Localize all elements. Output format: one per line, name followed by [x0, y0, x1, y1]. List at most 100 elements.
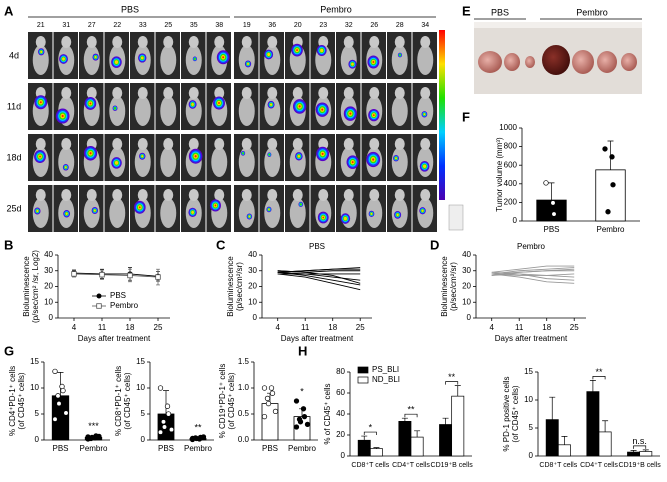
mouse-head — [292, 87, 303, 99]
y-tick-label: 0 — [49, 313, 54, 322]
line — [491, 267, 575, 275]
x-tick-label: CD19⁺B cells — [431, 462, 474, 469]
panel-label: B — [4, 237, 13, 252]
signal — [396, 213, 399, 217]
y-tick-label: 400 — [504, 179, 518, 188]
mouse — [417, 96, 434, 126]
point — [63, 410, 69, 416]
point — [272, 408, 279, 415]
mouse-head — [163, 189, 174, 201]
y-axis-label: (of CD45⁺ cells) — [123, 372, 132, 429]
error-bar — [589, 380, 596, 392]
line — [73, 273, 159, 278]
point — [265, 400, 272, 407]
group-label: PBS — [121, 4, 139, 14]
panel-label: H — [298, 343, 307, 358]
panel-label: E — [462, 3, 471, 18]
point — [261, 385, 268, 391]
signal — [269, 103, 273, 106]
signal — [398, 53, 402, 57]
mouse-head — [112, 189, 123, 201]
mouse — [417, 45, 434, 75]
significance-bracket — [404, 413, 418, 418]
point — [297, 419, 304, 425]
x-tick-label: PBS — [52, 444, 68, 453]
signal — [218, 102, 220, 104]
signal — [89, 102, 92, 105]
bar — [357, 439, 371, 457]
y-axis-label: (of CD45⁺ cells) — [227, 372, 236, 429]
point — [165, 411, 172, 417]
bar — [545, 419, 559, 457]
y-tick-label: 10 — [44, 297, 53, 306]
mouse — [58, 147, 75, 177]
mouse-head — [369, 36, 380, 48]
y-axis-label: % of CD45⁺ cells — [323, 383, 332, 444]
significance-bracket — [445, 381, 459, 385]
mouse-head — [369, 87, 380, 99]
signal — [242, 152, 245, 155]
signal — [421, 209, 424, 212]
y-axis-label: Bioluminescence — [440, 256, 449, 317]
mouse-head — [35, 36, 46, 48]
tumor — [525, 56, 535, 68]
legend-label: PBS — [110, 291, 126, 300]
mouse-head — [188, 87, 199, 99]
legend-label: ND_BLI — [372, 375, 400, 384]
y-tick-label: 20 — [462, 282, 471, 291]
tumor — [504, 53, 520, 71]
signal — [296, 49, 298, 52]
error-bar — [57, 372, 64, 396]
line — [277, 273, 361, 291]
error-bar — [642, 449, 649, 452]
y-tick-label: 0.5 — [238, 409, 250, 418]
y-tick-label: 0 — [529, 451, 534, 460]
y-axis-label: (of CD45⁺ cells) — [17, 372, 26, 429]
tumor — [572, 50, 594, 74]
x-tick-label: 11 — [515, 323, 524, 332]
significance-bracket — [363, 431, 377, 436]
mouse-id: 36 — [268, 22, 276, 29]
signal — [298, 105, 301, 108]
mouse — [391, 45, 408, 75]
mouse-head — [241, 138, 252, 150]
signal — [40, 50, 43, 53]
line — [73, 272, 159, 277]
y-tick-label: 0.0 — [238, 435, 250, 444]
mouse-id: 23 — [319, 22, 327, 29]
mouse-head — [369, 138, 380, 150]
point — [164, 403, 171, 409]
mouse-id: 20 — [294, 22, 302, 29]
error-bar — [373, 447, 380, 449]
signal — [191, 210, 194, 214]
mouse-id: 28 — [396, 22, 404, 29]
signal — [138, 206, 141, 209]
mouse — [32, 198, 49, 228]
y-axis-label: % CD19⁺PD-1⁺ cells — [218, 364, 227, 439]
x-tick-label: CD19⁺B cells — [619, 462, 662, 469]
x-tick-label: 25 — [570, 323, 579, 332]
mouse-head — [267, 189, 278, 201]
line — [491, 271, 575, 281]
mouse-id: 26 — [370, 22, 378, 29]
x-tick-label: PBS — [543, 225, 559, 234]
error-bar — [549, 396, 556, 420]
line — [491, 265, 575, 273]
marker — [155, 274, 161, 280]
mouse-id: 25 — [164, 22, 172, 29]
x-tick-label: 4 — [275, 323, 280, 332]
x-tick-label: 18 — [328, 323, 337, 332]
legend-marker — [96, 303, 102, 309]
legend-swatch — [357, 366, 369, 374]
marker — [127, 272, 133, 279]
signal — [267, 52, 271, 57]
significance: ** — [194, 422, 202, 432]
day-label: 4d — [9, 50, 19, 60]
point — [157, 429, 164, 435]
point — [60, 387, 66, 394]
mouse — [238, 147, 255, 177]
point — [52, 368, 58, 375]
y-tick-label: 30 — [462, 266, 471, 275]
mouse-id: 33 — [139, 22, 147, 29]
bar — [439, 424, 453, 457]
